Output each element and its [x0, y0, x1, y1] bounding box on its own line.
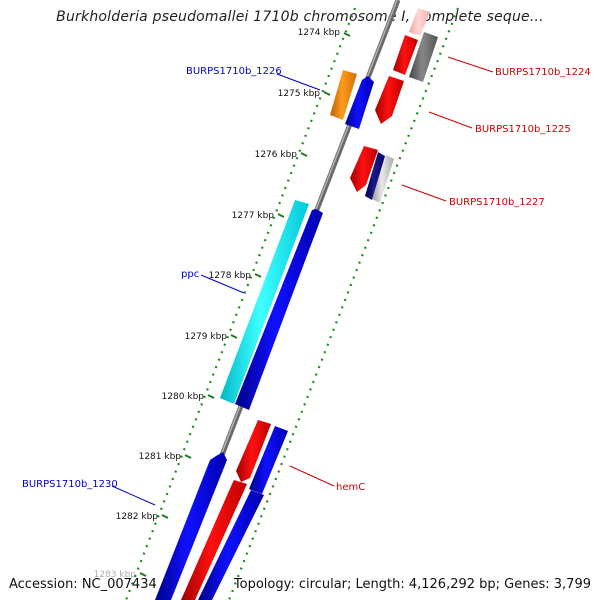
tick-label: 1278 kbp [209, 271, 252, 281]
label-burps1710b-1227[interactable]: BURPS1710b_1227 [449, 197, 545, 208]
label-burps1710b-1225[interactable]: BURPS1710b_1225 [475, 124, 571, 135]
tick-1281 [184, 454, 192, 459]
gene-red-1227a[interactable] [350, 146, 378, 192]
leader-burps1710b-1230 [111, 485, 156, 506]
gene-burps1710b-1226[interactable] [345, 76, 374, 129]
gene-pink-1224c[interactable] [409, 8, 430, 36]
outer-dotted-ring [124, 7, 357, 600]
tick-1282 [161, 514, 169, 519]
label-burps1710b-1224[interactable]: BURPS1710b_1224 [495, 67, 591, 78]
gene-blue-lower[interactable] [198, 490, 264, 600]
gene-hemc[interactable] [236, 420, 271, 482]
tick-1277 [277, 213, 285, 218]
leader-burps1710b-1224 [447, 56, 494, 73]
tick-label: 1280 kbp [162, 392, 205, 402]
leader-burps1710b-1225 [428, 111, 473, 129]
gene-silver-1227c[interactable] [372, 155, 394, 203]
tick-1283 [139, 572, 147, 577]
gene-burps1710b-1230[interactable] [155, 452, 227, 600]
tick-1276 [300, 152, 308, 157]
gene-burps1710b-1224[interactable] [393, 35, 418, 75]
gene-red-lower[interactable] [181, 480, 247, 600]
label-burps1710b-1230[interactable]: BURPS1710b_1230 [22, 479, 118, 490]
tick-labels: 1274 kbp 1275 kbp 1276 kbp 1277 kbp 1278… [94, 28, 341, 580]
tick-marks [139, 32, 351, 577]
tick-1275 [323, 91, 331, 96]
tick-label: 1282 kbp [116, 512, 159, 522]
gene-burps1710b-1225[interactable] [375, 76, 404, 124]
tick-label: 1276 kbp [255, 150, 298, 160]
leader-ppc [200, 274, 245, 294]
tick-1280 [207, 394, 215, 399]
tick-label: 1283 kbp [94, 570, 137, 580]
label-hemc[interactable]: hemC [336, 482, 365, 493]
label-ppc[interactable]: ppc [181, 269, 199, 280]
gene-ppc[interactable] [220, 200, 309, 404]
tick-label: 1281 kbp [139, 452, 182, 462]
gene-blue-hemc-partner[interactable] [249, 426, 288, 494]
inner-dotted-ring [227, 7, 460, 600]
topology-summary: Topology: circular; Length: 4,126,292 bp… [233, 577, 591, 592]
gene-gray-1224b[interactable] [409, 32, 438, 82]
tick-label: 1279 kbp [185, 332, 228, 342]
label-burps1710b-1226[interactable]: BURPS1710b_1226 [186, 66, 282, 77]
leader-hemc [289, 465, 335, 487]
tick-1278 [254, 273, 262, 278]
tick-label: 1274 kbp [298, 28, 341, 38]
tick-label: 1277 kbp [232, 211, 275, 221]
accession-text: Accession: NC_007434 [9, 577, 157, 592]
gene-blue-ppc-partner[interactable] [235, 209, 323, 410]
tick-1279 [230, 334, 238, 339]
leader-burps1710b-1226 [276, 73, 321, 91]
tick-1274 [343, 32, 351, 37]
gene-orange-1226a[interactable] [330, 70, 357, 120]
gene-burps1710b-1227[interactable] [365, 152, 385, 200]
leader-burps1710b-1227 [401, 184, 447, 202]
tick-label: 1275 kbp [278, 89, 321, 99]
